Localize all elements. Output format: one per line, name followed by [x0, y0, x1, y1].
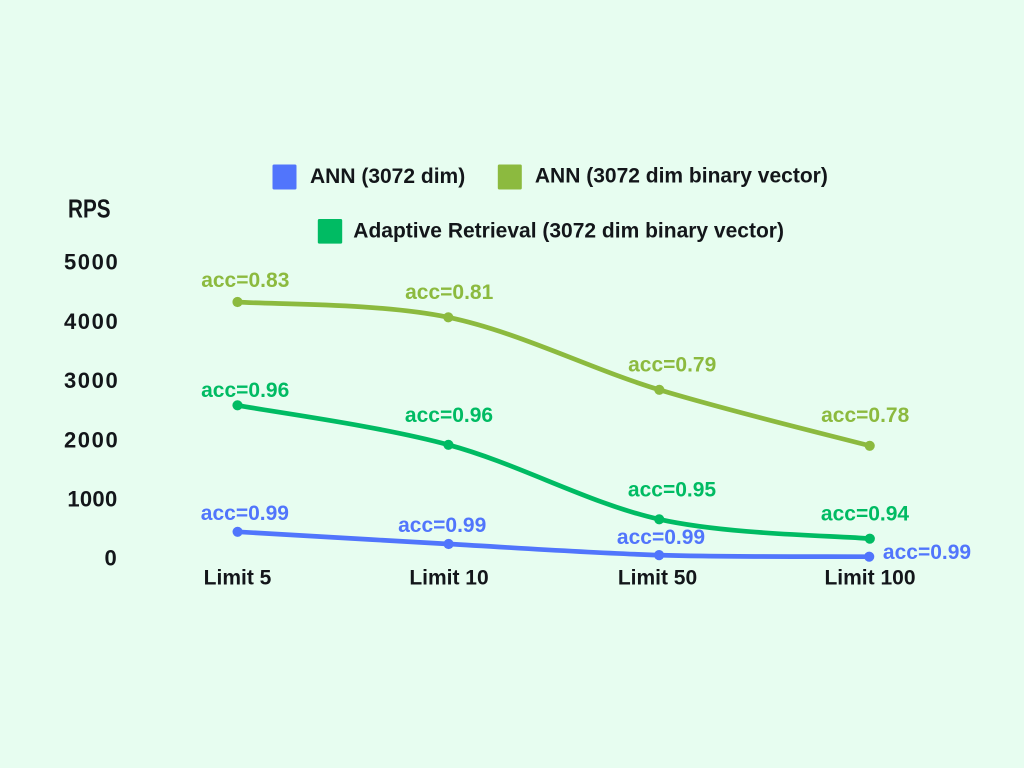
svg-text:Adaptive Retrieval (3072 dim b: Adaptive Retrieval (3072 dim binary vect… [353, 220, 784, 243]
svg-text:acc=0.78: acc=0.78 [821, 404, 909, 427]
svg-text:acc=0.95: acc=0.95 [628, 479, 716, 502]
svg-text:acc=0.79: acc=0.79 [628, 354, 716, 377]
svg-text:acc=0.81: acc=0.81 [405, 281, 493, 304]
svg-text:acc=0.96: acc=0.96 [201, 379, 289, 402]
svg-text:acc=0.99: acc=0.99 [201, 502, 289, 525]
svg-text:3000: 3000 [64, 368, 119, 393]
svg-text:acc=0.83: acc=0.83 [201, 269, 289, 292]
svg-text:2000: 2000 [64, 427, 119, 452]
svg-text:RPS: RPS [68, 196, 111, 224]
svg-text:0: 0 [105, 546, 117, 571]
svg-text:acc=0.94: acc=0.94 [821, 503, 909, 526]
svg-text:acc=0.99: acc=0.99 [883, 541, 971, 564]
svg-text:ANN (3072 dim): ANN (3072 dim) [310, 165, 465, 188]
svg-text:4000: 4000 [64, 309, 119, 334]
svg-text:Limit 50: Limit 50 [618, 567, 697, 590]
svg-text:acc=0.99: acc=0.99 [398, 514, 486, 537]
svg-text:Limit 5: Limit 5 [204, 567, 272, 590]
svg-text:Limit 10: Limit 10 [409, 567, 488, 590]
svg-text:Limit 100: Limit 100 [824, 567, 915, 590]
svg-text:5000: 5000 [64, 250, 119, 275]
svg-text:1000: 1000 [67, 487, 117, 512]
svg-text:acc=0.99: acc=0.99 [617, 526, 705, 549]
svg-text:ANN (3072 dim binary vector): ANN (3072 dim binary vector) [535, 165, 828, 188]
svg-text:acc=0.96: acc=0.96 [405, 404, 493, 427]
